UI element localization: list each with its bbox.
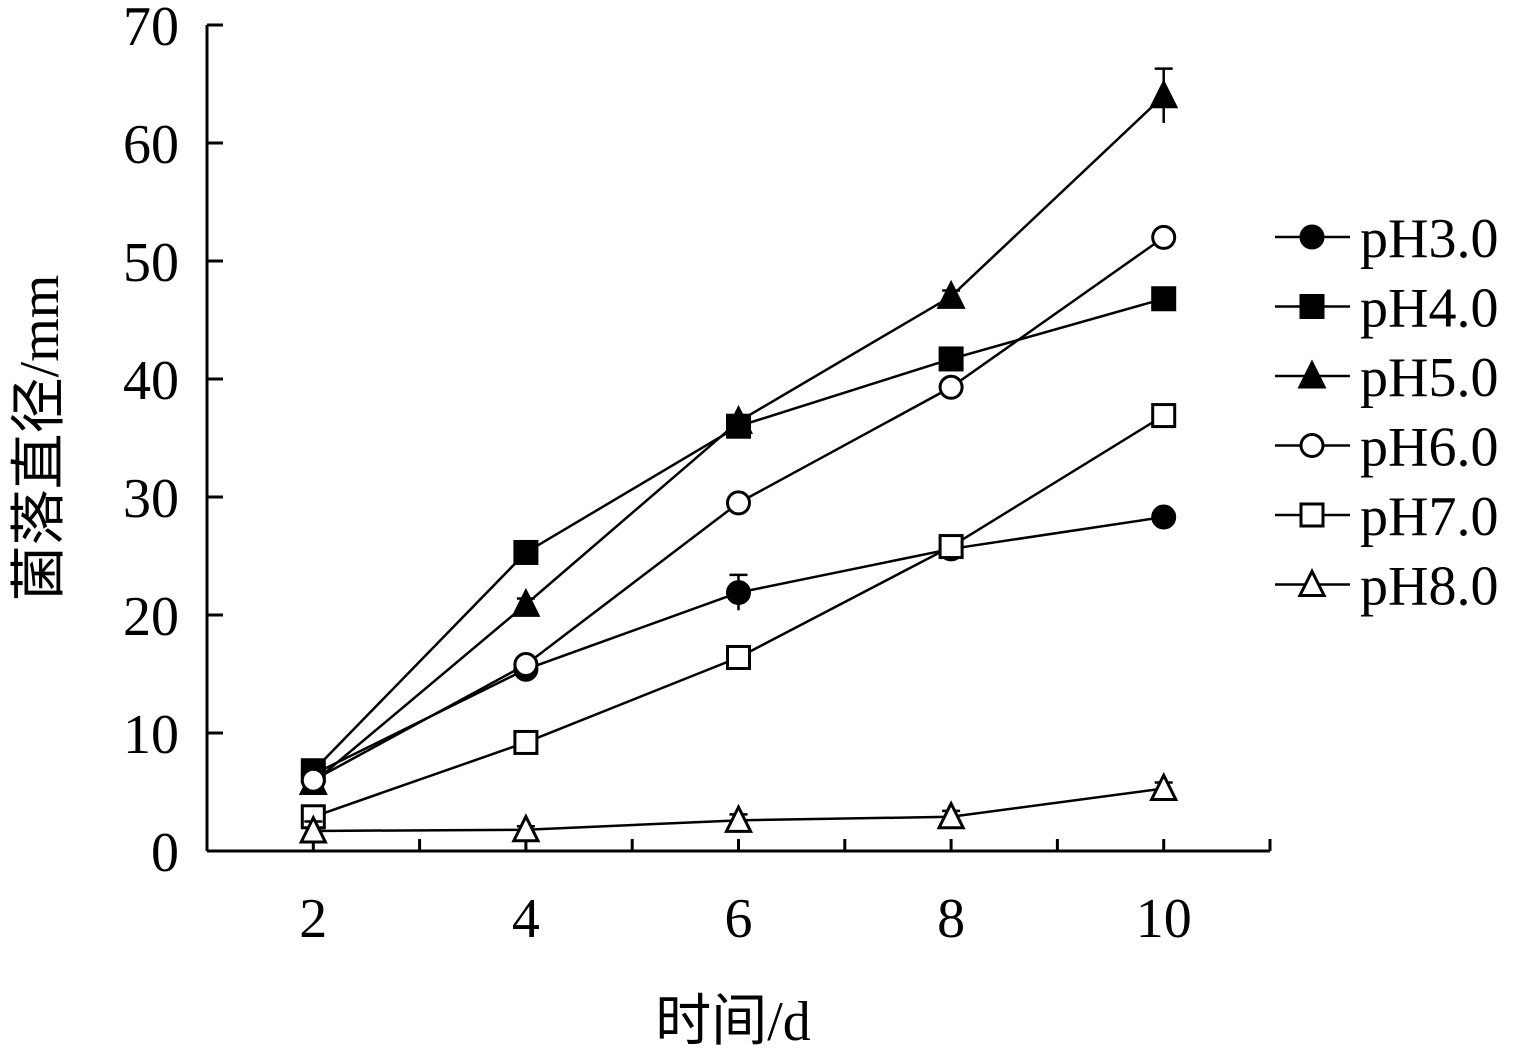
data-point-pH6.0 xyxy=(938,374,964,400)
data-point-pH7.0 xyxy=(726,644,751,670)
legend-marker-pH7.0 xyxy=(1299,502,1325,528)
data-point-pH8.0 xyxy=(936,800,966,830)
x-tick-label: 6 xyxy=(725,888,753,950)
data-point-pH3.0 xyxy=(1151,504,1177,530)
legend-label: pH5.0 xyxy=(1360,347,1498,409)
x-tick-label: 2 xyxy=(299,888,327,950)
data-point-pH6.0 xyxy=(300,767,326,793)
data-point-pH8.0 xyxy=(1149,771,1179,801)
data-point-pH6.0 xyxy=(513,652,539,678)
legend-label: pH8.0 xyxy=(1360,556,1498,618)
data-point-pH5.0 xyxy=(723,404,754,434)
y-tick-label: 30 xyxy=(123,468,179,530)
x-axis-label: 时间/d xyxy=(655,991,811,1048)
x-tick-label: 4 xyxy=(512,888,540,950)
legend-marker-pH3.0 xyxy=(1299,224,1325,250)
data-point-pH5.0 xyxy=(511,587,541,617)
series-line-pH7.0 xyxy=(312,414,1165,818)
y-tick-label: 0 xyxy=(151,822,179,884)
x-tick-label: 10 xyxy=(1136,888,1192,950)
legend-marker-pH8.0 xyxy=(1297,567,1327,597)
data-point-pH4.0 xyxy=(938,346,964,372)
data-point-pH8.0 xyxy=(511,813,541,843)
data-point-pH5.0 xyxy=(936,279,966,309)
y-tick-label: 60 xyxy=(123,114,179,176)
data-point-pH5.0 xyxy=(1149,79,1179,109)
legend-label: pH7.0 xyxy=(1360,486,1498,548)
series-line-pH5.0 xyxy=(312,94,1165,784)
data-point-pH6.0 xyxy=(726,490,751,516)
series-line-pH4.0 xyxy=(312,297,1165,772)
legend-label: pH6.0 xyxy=(1360,417,1498,479)
legend-marker-pH4.0 xyxy=(1299,294,1325,319)
y-tick-label: 70 xyxy=(123,0,179,58)
data-point-pH6.0 xyxy=(1151,224,1177,250)
x-tick-label: 8 xyxy=(937,888,965,950)
y-tick-label: 20 xyxy=(123,586,179,648)
y-tick-label: 50 xyxy=(123,232,179,294)
data-point-pH4.0 xyxy=(513,539,539,565)
legend-marker-pH6.0 xyxy=(1299,433,1325,458)
y-axis-label: 菌落直径/mm xyxy=(9,275,71,602)
legend-label: pH3.0 xyxy=(1360,208,1498,270)
data-point-pH3.0 xyxy=(726,580,751,606)
y-tick-label: 40 xyxy=(123,350,179,412)
legend-label: pH4.0 xyxy=(1360,278,1498,340)
data-point-pH8.0 xyxy=(723,803,754,833)
data-point-pH7.0 xyxy=(513,729,539,755)
data-point-pH4.0 xyxy=(1151,286,1177,312)
data-point-pH7.0 xyxy=(1151,403,1177,429)
legend-marker-pH5.0 xyxy=(1297,359,1327,389)
y-tick-label: 10 xyxy=(123,704,179,766)
data-point-pH8.0 xyxy=(298,814,328,844)
data-point-pH7.0 xyxy=(938,534,964,560)
